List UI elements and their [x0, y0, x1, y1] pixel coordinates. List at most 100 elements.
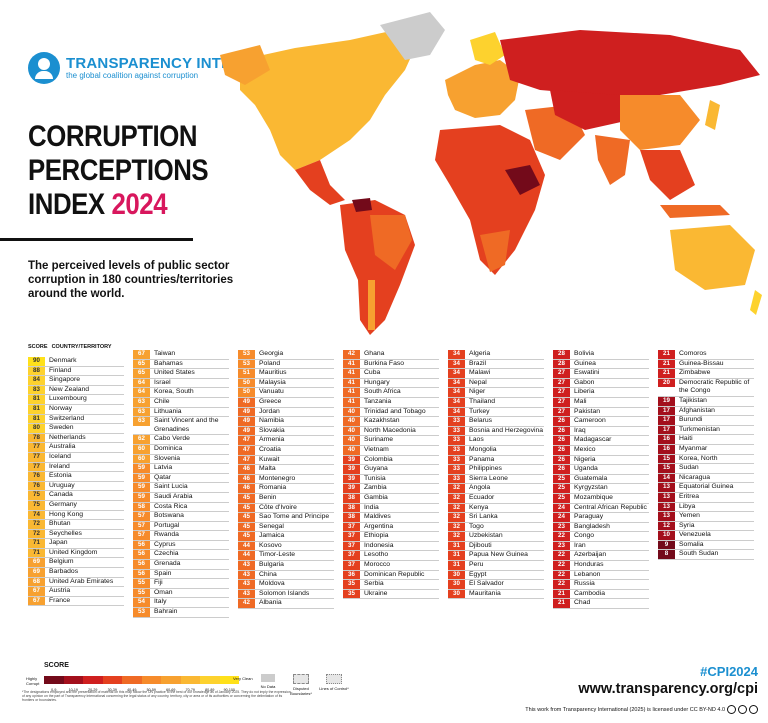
- table-row: 56 Spain: [133, 569, 229, 580]
- country-cell: Liberia: [574, 388, 595, 396]
- country-cell: North Macedonia: [364, 426, 416, 434]
- country-cell: Ukraine: [364, 589, 388, 597]
- legend-tick-label: 50-59: [146, 688, 156, 692]
- table-column: 67 Taiwan 65 Bahamas 65 United States 64 Israel…: [133, 350, 229, 618]
- table-row: 24 Central African Republic: [553, 503, 649, 514]
- legend-tick-label: 0-9: [51, 688, 57, 692]
- table-row: 16 Haiti: [658, 435, 754, 445]
- country-cell: Switzerland: [49, 414, 85, 422]
- score-cell: 43: [238, 570, 255, 580]
- country-cell: Grenada: [154, 560, 181, 568]
- country-cell: Angola: [469, 484, 491, 492]
- score-cell: 35: [343, 580, 360, 589]
- website-url[interactable]: www.transparency.org/cpi: [578, 681, 758, 697]
- country-cell: Belarus: [469, 417, 493, 425]
- table-row: 68 United Arab Emirates: [28, 577, 124, 588]
- country-cell: China: [259, 570, 277, 578]
- country-cell: Morocco: [364, 561, 391, 569]
- table-row: 77 Iceland: [28, 452, 124, 463]
- table-row: 60 Dominica: [133, 444, 229, 455]
- score-cell: 37: [343, 551, 360, 561]
- score-cell: 56: [133, 540, 150, 550]
- table-row: 12 Syria: [658, 521, 754, 532]
- country-cell: Seychelles: [49, 529, 82, 537]
- table-row: 41 Tanzania: [343, 397, 439, 408]
- score-cell: 56: [133, 560, 150, 569]
- table-row: 23 Iran: [553, 541, 649, 552]
- table-row: 49 Namibia: [238, 417, 334, 427]
- score-cell: 77: [28, 462, 45, 472]
- table-row: 26 Cameroon: [553, 417, 649, 427]
- score-cell: 37: [343, 541, 360, 551]
- country-cell: Cambodia: [574, 589, 605, 597]
- country-cell: Haiti: [679, 435, 693, 443]
- country-cell: Armenia: [259, 436, 285, 444]
- table-row: 46 Malta: [238, 465, 334, 475]
- table-row: 32 Ecuador: [448, 493, 544, 504]
- score-cell: 47: [238, 436, 255, 445]
- table-row: 56 Cyprus: [133, 540, 229, 551]
- score-cell: 59: [133, 464, 150, 473]
- score-cell: 90: [28, 357, 45, 366]
- score-cell: 63: [133, 417, 150, 426]
- table-row: 46 Romania: [238, 484, 334, 494]
- country-cell: Papua New Guinea: [469, 551, 528, 559]
- score-cell: 62: [133, 435, 150, 444]
- table-column: 90 Denmark 88 Finland 84 Singapore 83 New Zeala…: [28, 357, 124, 607]
- table-row: 78 Netherlands: [28, 433, 124, 444]
- table-column: 21 Comoros 21 Guinea-Bissau 21 Zimbabwe 20 Demo…: [658, 350, 754, 561]
- score-cell: 67: [133, 350, 150, 359]
- table-row: 90 Denmark: [28, 357, 124, 367]
- map-africa: [435, 125, 545, 275]
- country-cell: Albania: [259, 599, 282, 607]
- table-row: 81 Switzerland: [28, 414, 124, 425]
- score-cell: 37: [343, 532, 360, 541]
- score-cell: 25: [553, 474, 570, 484]
- country-cell: Lesotho: [364, 551, 389, 559]
- country-cell: Oman: [154, 588, 173, 596]
- country-cell: Myanmar: [679, 444, 708, 452]
- table-row: 53 Poland: [238, 359, 334, 370]
- table-row: 23 Bangladesh: [553, 522, 649, 533]
- table-row: 76 Estonia: [28, 472, 124, 482]
- table-row: 32 Togo: [448, 522, 544, 533]
- table-row: 21 Zimbabwe: [658, 369, 754, 379]
- country-cell: Sierra Leone: [469, 474, 508, 482]
- score-cell: 39: [343, 465, 360, 474]
- score-cell: 16: [658, 435, 675, 444]
- country-cell: Benin: [259, 493, 277, 501]
- legend-title: SCORE: [44, 662, 69, 669]
- score-cell: 65: [133, 369, 150, 378]
- table-row: 49 Greece: [238, 397, 334, 408]
- legend-tick-label: 60-69: [166, 688, 176, 692]
- score-cell: 22: [553, 551, 570, 561]
- table-row: 53 Bahrain: [133, 608, 229, 618]
- map-europe: [445, 60, 520, 118]
- score-cell: 65: [133, 359, 150, 369]
- score-cell: 21: [658, 359, 675, 369]
- country-cell: Cabo Verde: [154, 435, 190, 443]
- table-row: 64 Korea, South: [133, 388, 229, 398]
- score-cell: 76: [28, 481, 45, 491]
- table-row: 28 Guinea: [553, 359, 649, 370]
- country-cell: Iraq: [574, 426, 586, 434]
- country-cell: Germany: [49, 500, 77, 508]
- score-cell: 21: [553, 589, 570, 599]
- score-cell: 41: [343, 359, 360, 369]
- table-row: 32 Angola: [448, 484, 544, 494]
- country-cell: Ghana: [364, 350, 385, 357]
- table-row: 84 Singapore: [28, 376, 124, 386]
- country-cell: Saint Lucia: [154, 483, 188, 491]
- country-cell: Romania: [259, 484, 287, 492]
- score-cell: 22: [553, 532, 570, 541]
- country-cell: Timor-Leste: [259, 551, 296, 559]
- table-row: 80 Sweden: [28, 424, 124, 434]
- country-cell: Slovenia: [154, 454, 181, 462]
- table-row: 38 Maldives: [343, 513, 439, 523]
- country-cell: Israel: [154, 378, 171, 386]
- country-cell: Libya: [679, 502, 696, 510]
- table-row: 67 Austria: [28, 587, 124, 597]
- table-row: 72 Bhutan: [28, 520, 124, 530]
- table-row: 50 Vanuatu: [238, 388, 334, 398]
- score-cell: 33: [448, 465, 465, 474]
